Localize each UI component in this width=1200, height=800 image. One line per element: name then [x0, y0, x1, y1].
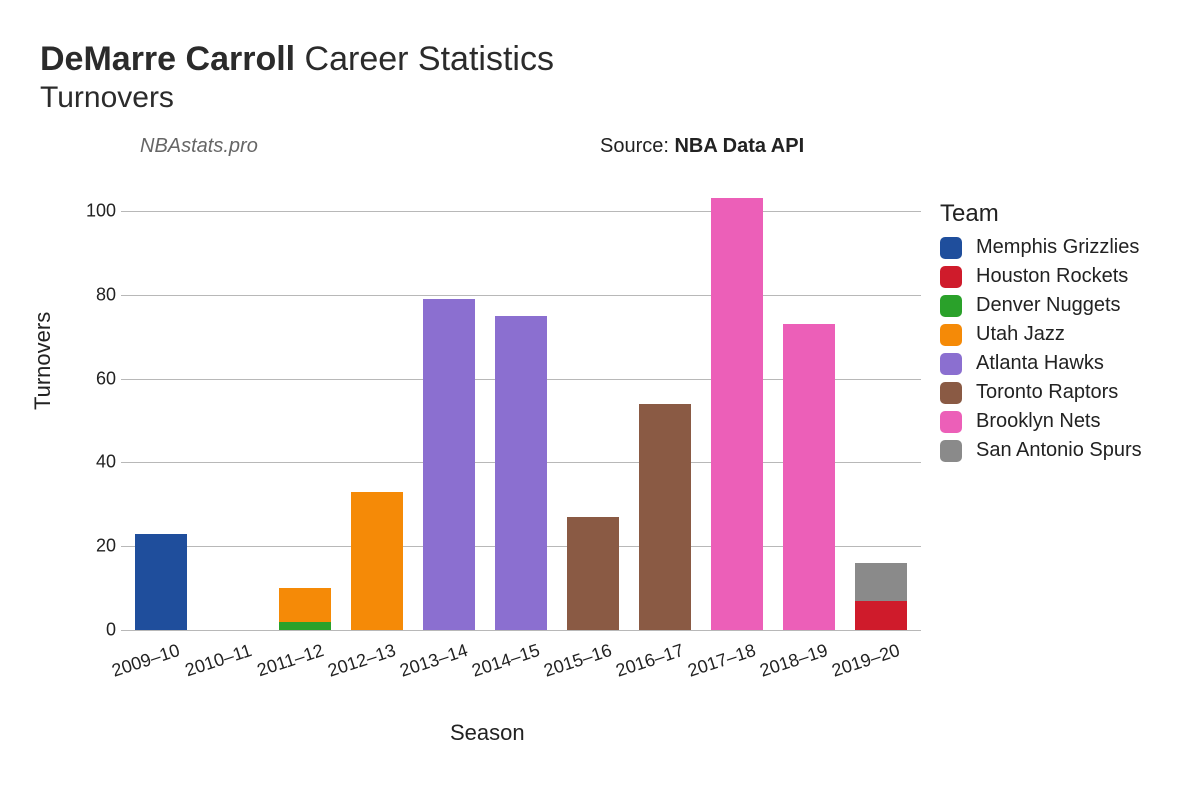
bar-segment [279, 622, 331, 630]
bar-segment [135, 534, 187, 630]
source-name: NBA Data API [674, 135, 804, 157]
legend-swatch [940, 324, 962, 346]
legend-label: Toronto Raptors [976, 381, 1118, 404]
bar-segment [351, 492, 403, 630]
legend-item: Utah Jazz [940, 323, 1142, 346]
source-label: Source: [600, 135, 674, 157]
legend-swatch [940, 382, 962, 404]
legend-swatch [940, 237, 962, 259]
chart-container: DeMarre Carroll Career Statistics Turnov… [0, 0, 1200, 800]
legend-title: Team [940, 200, 1142, 228]
legend-item: Brooklyn Nets [940, 410, 1142, 433]
bar-segment [711, 198, 763, 630]
legend-swatch [940, 440, 962, 462]
plot-wrap: Turnovers Season Team Memphis GrizzliesH… [40, 190, 1160, 750]
y-tick-label: 0 [80, 620, 116, 641]
plot-area [120, 190, 920, 630]
legend-item: Houston Rockets [940, 265, 1142, 288]
bar-segment [567, 517, 619, 630]
chart-subtitle: Turnovers [40, 81, 1160, 115]
legend-swatch [940, 353, 962, 375]
bar-segment [783, 324, 835, 630]
title-suffix: Career Statistics [295, 40, 554, 78]
y-tick-label: 20 [80, 536, 116, 557]
bar-segment [279, 588, 331, 622]
legend-label: Denver Nuggets [976, 294, 1121, 317]
legend: Team Memphis Grizzlies Houston Rockets Den… [940, 200, 1142, 468]
legend-item: Toronto Raptors [940, 381, 1142, 404]
legend-label: Utah Jazz [976, 323, 1065, 346]
player-name: DeMarre Carroll [40, 40, 295, 78]
y-tick-label: 100 [80, 200, 116, 221]
legend-swatch [940, 411, 962, 433]
bar-segment [495, 316, 547, 630]
y-tick-label: 60 [80, 368, 116, 389]
x-axis-label: Season [450, 720, 525, 746]
legend-swatch [940, 266, 962, 288]
legend-label: Atlanta Hawks [976, 352, 1104, 375]
y-tick-label: 40 [80, 452, 116, 473]
legend-label: San Antonio Spurs [976, 439, 1142, 462]
legend-label: Memphis Grizzlies [976, 236, 1139, 259]
legend-item: San Antonio Spurs [940, 439, 1142, 462]
meta-row: NBAstats.pro Source: NBA Data API [40, 135, 1160, 165]
gridline [121, 630, 921, 631]
bar-segment [855, 601, 907, 630]
gridline [121, 211, 921, 212]
bar-segment [639, 404, 691, 630]
legend-item: Memphis Grizzlies [940, 236, 1142, 259]
legend-label: Houston Rockets [976, 265, 1128, 288]
legend-label: Brooklyn Nets [976, 410, 1101, 433]
title-block: DeMarre Carroll Career Statistics Turnov… [40, 40, 1160, 115]
y-tick-label: 80 [80, 284, 116, 305]
bar-segment [855, 563, 907, 601]
chart-title: DeMarre Carroll Career Statistics [40, 40, 1160, 79]
watermark-text: NBAstats.pro [140, 135, 258, 158]
bar-segment [423, 299, 475, 630]
legend-items: Memphis Grizzlies Houston Rockets Denver N… [940, 236, 1142, 462]
legend-swatch [940, 295, 962, 317]
gridline [121, 295, 921, 296]
source-text: Source: NBA Data API [600, 135, 804, 158]
legend-item: Denver Nuggets [940, 294, 1142, 317]
legend-item: Atlanta Hawks [940, 352, 1142, 375]
y-axis-label: Turnovers [30, 312, 56, 410]
